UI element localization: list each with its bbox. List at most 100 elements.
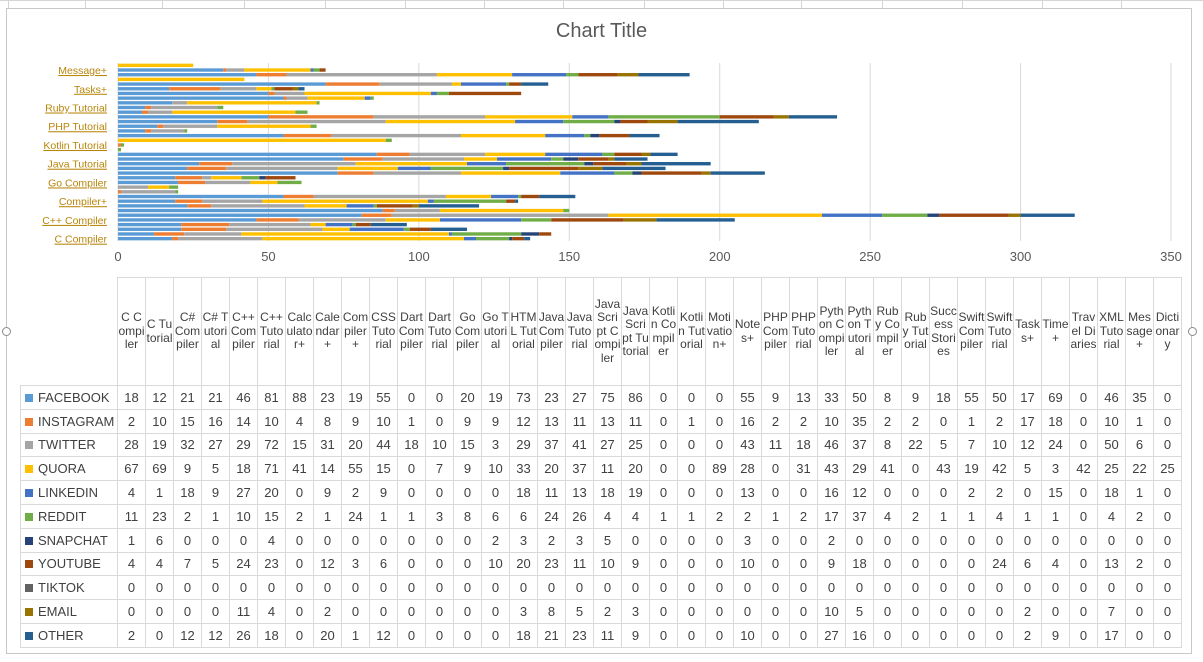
bar-segment[interactable] (614, 171, 633, 175)
bar-segment[interactable] (337, 171, 374, 175)
bar-segment[interactable] (142, 110, 149, 114)
bar-segment[interactable] (539, 194, 576, 199)
bar-segment[interactable] (379, 82, 452, 86)
bar-segment[interactable] (614, 157, 648, 161)
bar-segment[interactable] (385, 138, 392, 142)
bar-segment[interactable] (268, 91, 275, 96)
bar-segment[interactable] (506, 162, 585, 166)
bar-segment[interactable] (262, 199, 428, 203)
bar-segment[interactable] (241, 232, 449, 236)
bar-segment[interactable] (313, 68, 320, 72)
bar-segment[interactable] (226, 68, 245, 72)
bar-segment[interactable] (430, 227, 467, 231)
bar-segment[interactable] (118, 87, 170, 91)
bar-segment[interactable] (187, 204, 212, 208)
bar-segment[interactable] (295, 110, 308, 114)
bar-segment[interactable] (118, 236, 173, 241)
category-label[interactable]: C Compiler (54, 234, 107, 246)
bar-segment[interactable] (223, 68, 227, 72)
bar-segment[interactable] (310, 68, 314, 72)
category-label[interactable]: Go Compiler (48, 177, 107, 189)
resize-handle-left[interactable] (2, 327, 11, 336)
bar-segment[interactable] (244, 68, 311, 72)
bar-segment[interactable] (118, 101, 173, 105)
bar-segment[interactable] (220, 87, 257, 91)
bar-segment[interactable] (485, 115, 573, 119)
chart-title[interactable]: Chart Title (555, 20, 648, 42)
bar-segment[interactable] (391, 213, 609, 217)
bar-segment[interactable] (503, 166, 510, 171)
bar-segment[interactable] (118, 147, 122, 152)
bar-segment[interactable] (307, 96, 365, 100)
bar-segment[interactable] (256, 218, 299, 222)
bar-segment[interactable] (304, 204, 347, 208)
bar-segment[interactable] (217, 105, 224, 110)
bar-segment[interactable] (647, 119, 678, 124)
bar-segment[interactable] (247, 119, 386, 124)
bar-segment[interactable] (439, 208, 564, 213)
bar-segment[interactable] (256, 73, 287, 77)
bar-segment[interactable] (608, 115, 720, 119)
bar-segment[interactable] (551, 218, 624, 222)
bar-segment[interactable] (187, 101, 317, 105)
bar-segment[interactable] (1008, 213, 1021, 217)
bar-segment[interactable] (232, 162, 356, 166)
bar-segment[interactable] (145, 129, 152, 133)
bar-segment[interactable] (118, 232, 155, 236)
bar-segment[interactable] (497, 157, 552, 161)
bar-segment[interactable] (310, 222, 326, 227)
bar-segment[interactable] (118, 199, 176, 203)
bar-segment[interactable] (451, 232, 522, 236)
bar-segment[interactable] (292, 87, 299, 91)
bar-segment[interactable] (361, 213, 392, 217)
bar-segment[interactable] (250, 180, 278, 185)
bar-segment[interactable] (427, 199, 434, 203)
bar-segment[interactable] (118, 180, 179, 185)
bar-segment[interactable] (286, 73, 437, 77)
bar-segment[interactable] (355, 162, 467, 166)
bar-segment[interactable] (677, 119, 759, 124)
bar-segment[interactable] (515, 199, 519, 203)
bar-segment[interactable] (376, 204, 413, 208)
bar-segment[interactable] (370, 222, 407, 227)
bar-segment[interactable] (364, 96, 371, 100)
bar-segment[interactable] (563, 157, 579, 161)
bar-segment[interactable] (451, 82, 461, 86)
bar-segment[interactable] (274, 91, 305, 96)
bar-segment[interactable] (602, 166, 666, 171)
bar-segment[interactable] (163, 124, 218, 128)
bar-segment[interactable] (157, 124, 164, 128)
bar-segment[interactable] (436, 73, 513, 77)
bar-segment[interactable] (641, 171, 702, 175)
bar-segment[interactable] (590, 133, 600, 138)
category-label[interactable]: Tasks+ (74, 84, 107, 96)
bar-segment[interactable] (226, 227, 323, 231)
bar-segment[interactable] (202, 199, 263, 203)
bar-segment[interactable] (617, 73, 639, 77)
bar-segment[interactable] (286, 96, 308, 100)
bar-segment[interactable] (118, 63, 194, 68)
bar-segment[interactable] (118, 227, 182, 231)
bar-segment[interactable] (623, 218, 657, 222)
bar-segment[interactable] (524, 236, 531, 241)
bar-segment[interactable] (241, 176, 260, 180)
bar-segment[interactable] (822, 213, 883, 217)
category-label[interactable]: Kotlin Tutorial (43, 140, 107, 152)
bar-segment[interactable] (439, 218, 522, 222)
bar-segment[interactable] (268, 115, 374, 119)
bar-segment[interactable] (602, 152, 615, 157)
category-label[interactable]: Ruby Tutorial (45, 103, 107, 115)
bar-segment[interactable] (463, 236, 477, 241)
bar-segment[interactable] (118, 213, 362, 217)
bar-segment[interactable] (436, 91, 449, 96)
bar-segment[interactable] (638, 73, 690, 77)
bar-segment[interactable] (382, 157, 464, 161)
bar-segment[interactable] (373, 171, 461, 175)
bar-segment[interactable] (563, 119, 615, 124)
bar-segment[interactable] (349, 227, 404, 231)
bar-segment[interactable] (448, 232, 452, 236)
bar-segment[interactable] (382, 208, 395, 213)
bar-segment[interactable] (217, 119, 248, 124)
bar-segment[interactable] (172, 236, 179, 241)
bar-segment[interactable] (352, 222, 356, 227)
